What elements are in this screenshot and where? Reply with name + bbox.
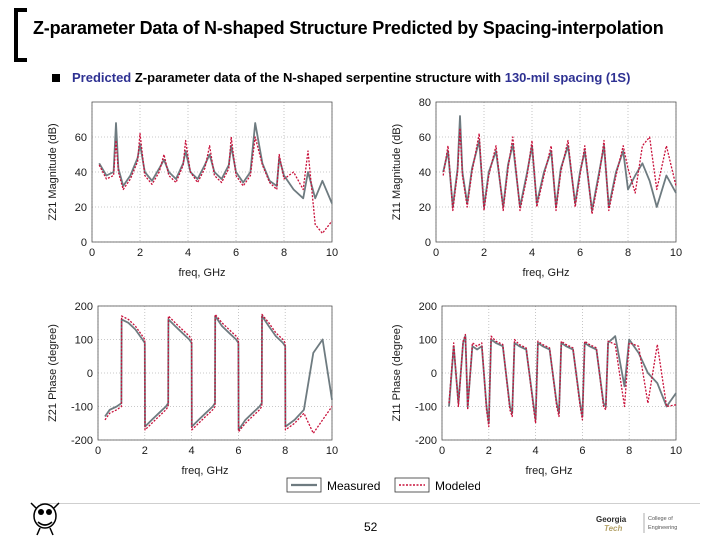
legend-modeled-box [394, 477, 430, 493]
y-axis-label: Z11 Magnitude (dB) [391, 124, 403, 220]
x-tick-label: 2 [486, 445, 492, 457]
y-tick-label: 0 [431, 368, 437, 380]
x-axis-label: freq, GHz [178, 267, 225, 279]
chart-z11-magnitude: 0 2 4 6 8 10 0 20 40 60 80 freq, GHz Z11 Magnitude (… [391, 97, 692, 285]
bullet-marker [52, 74, 60, 82]
x-tick-label: 2 [481, 247, 487, 259]
x-tick-label: 8 [626, 445, 632, 457]
y-tick-label: -200 [415, 435, 437, 447]
x-tick-label: 10 [326, 445, 338, 457]
x-tick-label: 8 [282, 445, 288, 457]
z21-magnitude-plot: 0 2 4 6 8 10 0 20 40 60 freq, GHz Z21 Magnitude (dB… [47, 101, 338, 279]
x-tick-label: 6 [235, 445, 241, 457]
legend: Measured Modeled [285, 474, 481, 498]
z11-magnitude-plot: 0 2 4 6 8 10 0 20 40 60 80 freq, GHz Z11 Magnitude (… [391, 97, 682, 279]
x-tick-label: 4 [529, 247, 535, 259]
y-tick-label: 100 [419, 335, 437, 347]
plot-frame [91, 101, 333, 243]
series-modeled-line [442, 127, 677, 215]
y-tick-label: 0 [87, 368, 93, 380]
svg-text:Georgia: Georgia [596, 515, 627, 524]
institution-logo: Georgia Tech College of Engineering [594, 510, 704, 541]
y-tick-label: -100 [71, 402, 93, 414]
mascot-logo [28, 500, 62, 541]
legend-measured-box [286, 477, 322, 493]
y-tick-label: -200 [71, 435, 93, 447]
x-tick-label: 8 [281, 247, 287, 259]
series-measured-line [448, 335, 677, 425]
series-modeled-line [448, 333, 677, 428]
footer-divider [40, 503, 700, 504]
y-tick-label: -100 [415, 402, 437, 414]
bullet-highlight: 130-mil spacing (1S) [504, 70, 631, 85]
series-measured-line [442, 115, 677, 212]
x-tick-label: 2 [142, 445, 148, 457]
x-tick-label: 4 [185, 247, 191, 259]
x-tick-label: 0 [433, 247, 439, 259]
bullet-mid: Z-parameter data of the N-shaped serpent… [131, 70, 505, 85]
y-axis-label: Z21 Phase (degree) [47, 324, 59, 422]
series-modeled-line [98, 132, 333, 234]
y-tick-label: 100 [75, 335, 93, 347]
x-tick-label: 0 [439, 445, 445, 457]
y-tick-label: 20 [75, 202, 87, 214]
page-number: 52 [364, 520, 378, 534]
chart-z11-phase: 0 2 4 6 8 10 -200 -100 0 100 200 freq, GHz Z11 Phase… [391, 298, 692, 483]
svg-text:Tech: Tech [604, 524, 622, 533]
y-tick-label: 20 [419, 202, 431, 214]
y-tick-label: 40 [419, 167, 431, 179]
y-tick-label: 60 [419, 132, 431, 144]
svg-text:Engineering: Engineering [648, 525, 677, 531]
plot-frame [97, 305, 333, 441]
z21-phase-plot: 0 2 4 6 8 10 -200 -100 0 100 200 freq, GHz Z21 Phase… [47, 301, 338, 477]
chart-z21-magnitude: 0 2 4 6 8 10 0 20 40 60 freq, GHz Z21 Magnitude (dB… [47, 100, 348, 285]
z11-phase-plot: 0 2 4 6 8 10 -200 -100 0 100 200 freq, GHz Z11 Phase… [391, 301, 682, 477]
x-tick-label: 2 [137, 247, 143, 259]
y-tick-label: 0 [425, 237, 431, 249]
plot-frame [435, 101, 677, 243]
chart-z21-phase: 0 2 4 6 8 10 -200 -100 0 100 200 freq, GHz Z21 Phase… [47, 298, 348, 483]
x-axis-label: freq, GHz [522, 267, 569, 279]
x-tick-label: 4 [533, 445, 539, 457]
x-tick-label: 6 [233, 247, 239, 259]
x-tick-label: 4 [189, 445, 195, 457]
series-measured-line [104, 315, 333, 431]
y-tick-label: 0 [81, 237, 87, 249]
x-tick-label: 0 [95, 445, 101, 457]
title-bracket [14, 8, 27, 62]
x-tick-label: 10 [326, 247, 338, 259]
x-tick-label: 0 [89, 247, 95, 259]
series-measured-line [98, 122, 333, 204]
y-tick-label: 60 [75, 132, 87, 144]
bullet-text: Predicted Z-parameter data of the N-shap… [72, 70, 630, 85]
legend-measured-label: Measured [327, 479, 380, 493]
x-tick-label: 6 [577, 247, 583, 259]
x-axis-label: freq, GHz [525, 465, 572, 477]
x-tick-label: 8 [625, 247, 631, 259]
bullet-prefix: Predicted [72, 70, 132, 85]
x-tick-label: 10 [670, 445, 682, 457]
page-title: Z-parameter Data of N-shaped Structure P… [33, 18, 664, 38]
x-tick-label: 6 [579, 445, 585, 457]
y-tick-label: 200 [75, 301, 93, 313]
x-tick-label: 10 [670, 247, 682, 259]
y-tick-label: 200 [419, 301, 437, 313]
y-tick-label: 40 [75, 167, 87, 179]
plot-frame [441, 305, 677, 441]
svg-text:College of: College of [648, 516, 673, 522]
series-modeled-line [104, 313, 333, 434]
y-axis-label: Z11 Phase (degree) [391, 324, 403, 421]
x-axis-label: freq, GHz [181, 465, 228, 477]
y-tick-label: 80 [419, 97, 431, 109]
y-axis-label: Z21 Magnitude (dB) [47, 123, 59, 220]
legend-modeled-label: Modeled [435, 479, 480, 493]
